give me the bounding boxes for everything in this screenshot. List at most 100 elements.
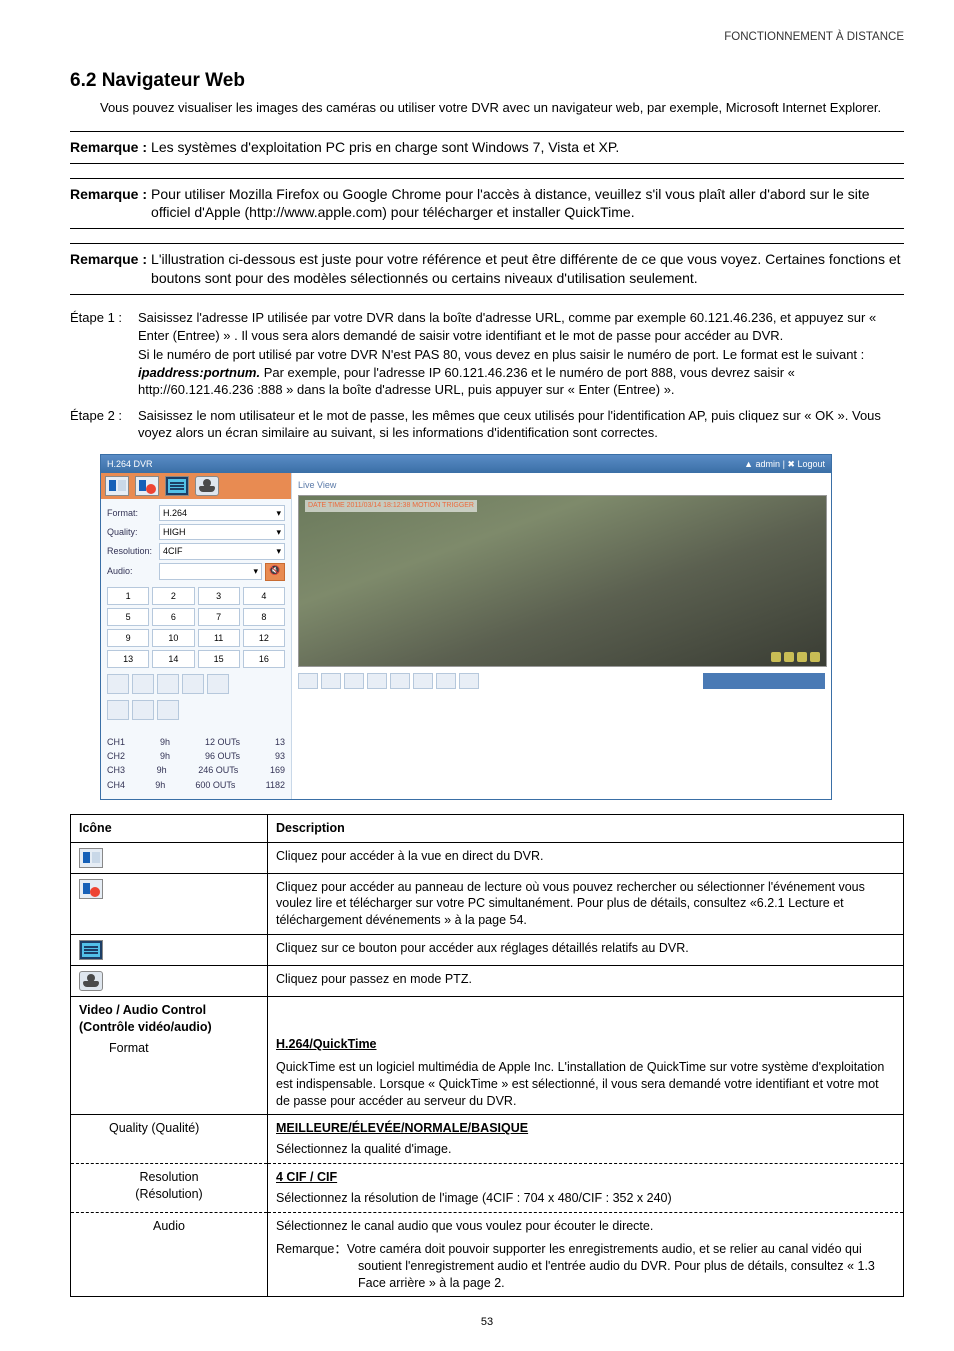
overlay-icon: [784, 652, 794, 662]
channel-button[interactable]: 13: [107, 650, 149, 668]
ctrl-button[interactable]: [367, 673, 387, 689]
quality-select[interactable]: HIGH▾: [159, 524, 285, 540]
desc-cell: 4 CIF / CIF Sélectionnez la résolution d…: [268, 1164, 904, 1213]
audio-label: Audio:: [107, 565, 159, 577]
icon-cell: [71, 966, 268, 997]
ctrl-button[interactable]: [390, 673, 410, 689]
resolution-select[interactable]: 4CIF▾: [159, 543, 285, 559]
live-view-icon[interactable]: [105, 476, 129, 496]
user-icon: ▲: [744, 459, 755, 469]
channel-button[interactable]: 10: [152, 629, 194, 647]
dvr-window: H.264 DVR ▲ admin | ✖ Logout Format: H.2…: [100, 454, 832, 800]
audio-text: Sélectionnez le canal audio que vous vou…: [276, 1219, 653, 1233]
channel-button[interactable]: 1: [107, 587, 149, 605]
page-number: 53: [70, 1315, 904, 1330]
layout-icon[interactable]: [132, 700, 154, 720]
layout-icon[interactable]: [157, 700, 179, 720]
stat-row: CH49h600 OUTs1182: [107, 779, 285, 791]
logout-link[interactable]: Logout: [797, 459, 825, 469]
channel-button[interactable]: 16: [243, 650, 285, 668]
text: Si le numéro de port utilisé par votre D…: [138, 347, 864, 362]
ctrl-button[interactable]: [436, 673, 456, 689]
video-overlay-icons: [771, 652, 820, 662]
note-2: Remarque : Pour utiliser Mozilla Firefox…: [70, 178, 904, 230]
settings-icon[interactable]: [165, 476, 189, 496]
layout-icon[interactable]: [207, 674, 229, 694]
label-cell: Audio: [71, 1212, 268, 1297]
channel-button[interactable]: 6: [152, 608, 194, 626]
ctrl-button[interactable]: [321, 673, 341, 689]
stat-row: CH19h12 OUTs13: [107, 736, 285, 748]
note-1: Remarque : Les systèmes d'exploitation P…: [70, 131, 904, 164]
ptz-icon: [79, 971, 103, 991]
step-1-p1: Saisissez l'adresse IP utilisée par votr…: [138, 309, 904, 344]
channel-button[interactable]: 2: [152, 587, 194, 605]
resolution-label: Resolution:: [107, 545, 159, 557]
playback-controls: [298, 673, 825, 689]
channel-button[interactable]: 12: [243, 629, 285, 647]
channel-button[interactable]: 5: [107, 608, 149, 626]
right-panel: Live View DATE TIME 2011/03/14 18:12:38 …: [292, 473, 831, 799]
left-panel: Format: H.264▾ Quality: HIGH▾ Resolution…: [101, 473, 292, 799]
resolution-row: Resolution: 4CIF▾: [107, 543, 285, 559]
desc-cell: MEILLEURE/ÉLEVÉE/NORMALE/BASIQUE Sélecti…: [268, 1115, 904, 1164]
step-body: Saisissez l'adresse IP utilisée par votr…: [138, 309, 904, 401]
table-row: Cliquez sur ce bouton pour accéder aux r…: [71, 935, 904, 966]
channel-button[interactable]: 4: [243, 587, 285, 605]
layout-icons-2: [107, 700, 285, 720]
note-text: Pour utiliser Mozilla Firefox ou Google …: [151, 185, 904, 223]
table-row: Quality (Qualité) MEILLEURE/ÉLEVÉE/NORMA…: [71, 1115, 904, 1164]
label-cell: Quality (Qualité): [71, 1115, 268, 1164]
section-title: 6.2 Navigateur Web: [70, 68, 904, 94]
desc-cell: Cliquez pour passez en mode PTZ.: [268, 966, 904, 997]
channel-button[interactable]: 9: [107, 629, 149, 647]
ctrl-button[interactable]: [459, 673, 479, 689]
mode-tabs: [101, 473, 291, 499]
format-select[interactable]: H.264▾: [159, 505, 285, 521]
audio-row: Audio: ▾ 🔇: [107, 563, 285, 581]
note-text: Les systèmes d'exploitation PC pris en c…: [151, 138, 904, 157]
ptz-icon[interactable]: [195, 476, 219, 496]
channel-button[interactable]: 3: [198, 587, 240, 605]
audio-select[interactable]: ▾: [159, 563, 262, 579]
overlay-icon: [771, 652, 781, 662]
icon-cell: [71, 935, 268, 966]
ctrl-button[interactable]: [298, 673, 318, 689]
desc-cell: Cliquez sur ce bouton pour accéder aux r…: [268, 935, 904, 966]
stat-row: CH39h246 OUTs169: [107, 764, 285, 776]
audio-mute-icon[interactable]: 🔇: [265, 563, 285, 581]
layout-icon[interactable]: [157, 674, 179, 694]
page-header: FONCTIONNEMENT À DISTANCE: [70, 30, 904, 46]
step-label: Étape 1 :: [70, 309, 138, 401]
resolution-label-2: (Résolution): [135, 1187, 202, 1201]
seek-bar[interactable]: [703, 673, 825, 689]
live-view-icon: [79, 848, 103, 868]
channel-button[interactable]: 8: [243, 608, 285, 626]
table-row: Audio Sélectionnez le canal audio que vo…: [71, 1212, 904, 1297]
table-row: Resolution (Résolution) 4 CIF / CIF Séle…: [71, 1164, 904, 1213]
channel-button[interactable]: 14: [152, 650, 194, 668]
playback-icon[interactable]: [135, 476, 159, 496]
ctrl-button[interactable]: [344, 673, 364, 689]
window-user-area: ▲ admin | ✖ Logout: [744, 458, 825, 470]
channel-button[interactable]: 7: [198, 608, 240, 626]
resolution-label-1: Resolution: [139, 1170, 198, 1184]
quality-heading: MEILLEURE/ÉLEVÉE/NORMALE/BASIQUE: [276, 1121, 528, 1135]
ctrl-button[interactable]: [413, 673, 433, 689]
playback-icon: [79, 879, 103, 899]
channel-button[interactable]: 15: [198, 650, 240, 668]
table-row: Video / Audio Control (Contrôle vidéo/au…: [71, 997, 904, 1115]
audio-label: Audio: [153, 1219, 185, 1233]
layout-icon[interactable]: [107, 700, 129, 720]
table-row: Cliquez pour accéder au panneau de lectu…: [71, 873, 904, 935]
video-area[interactable]: DATE TIME 2011/03/14 18:12:38 MOTION TRI…: [298, 495, 827, 667]
layout-icon[interactable]: [132, 674, 154, 694]
intro-paragraph: Vous pouvez visualiser les images des ca…: [100, 99, 904, 117]
user-name: admin: [756, 459, 781, 469]
settings-icon: [79, 940, 103, 960]
format-label: Format: [79, 1040, 259, 1057]
channel-button[interactable]: 11: [198, 629, 240, 647]
layout-icon[interactable]: [182, 674, 204, 694]
icon-cell: [71, 842, 268, 873]
layout-icon[interactable]: [107, 674, 129, 694]
